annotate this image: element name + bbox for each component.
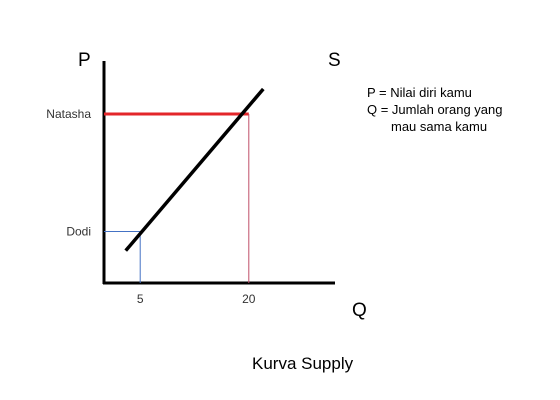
- x-tick-label-20: 20: [242, 292, 256, 306]
- annotation-p-definition: P = Nilai diri kamu: [367, 85, 472, 100]
- y-tick-label-dodi: Dodi: [66, 225, 91, 239]
- annotation-q-definition: Q = Jumlah orang yang: [367, 102, 503, 117]
- chart-marks: 5 20 Dodi Natasha: [46, 87, 265, 306]
- series-label-s: S: [328, 50, 341, 71]
- y-tick-label-natasha: Natasha: [46, 107, 91, 121]
- supply-curve-line: [124, 87, 265, 252]
- x-tick-label-5: 5: [137, 292, 144, 306]
- x-axis-label: Q: [352, 300, 367, 321]
- chart-title: Kurva Supply: [252, 354, 354, 373]
- annotation-q-definition-cont: mau sama kamu: [391, 119, 487, 134]
- y-axis-label: P: [78, 50, 91, 71]
